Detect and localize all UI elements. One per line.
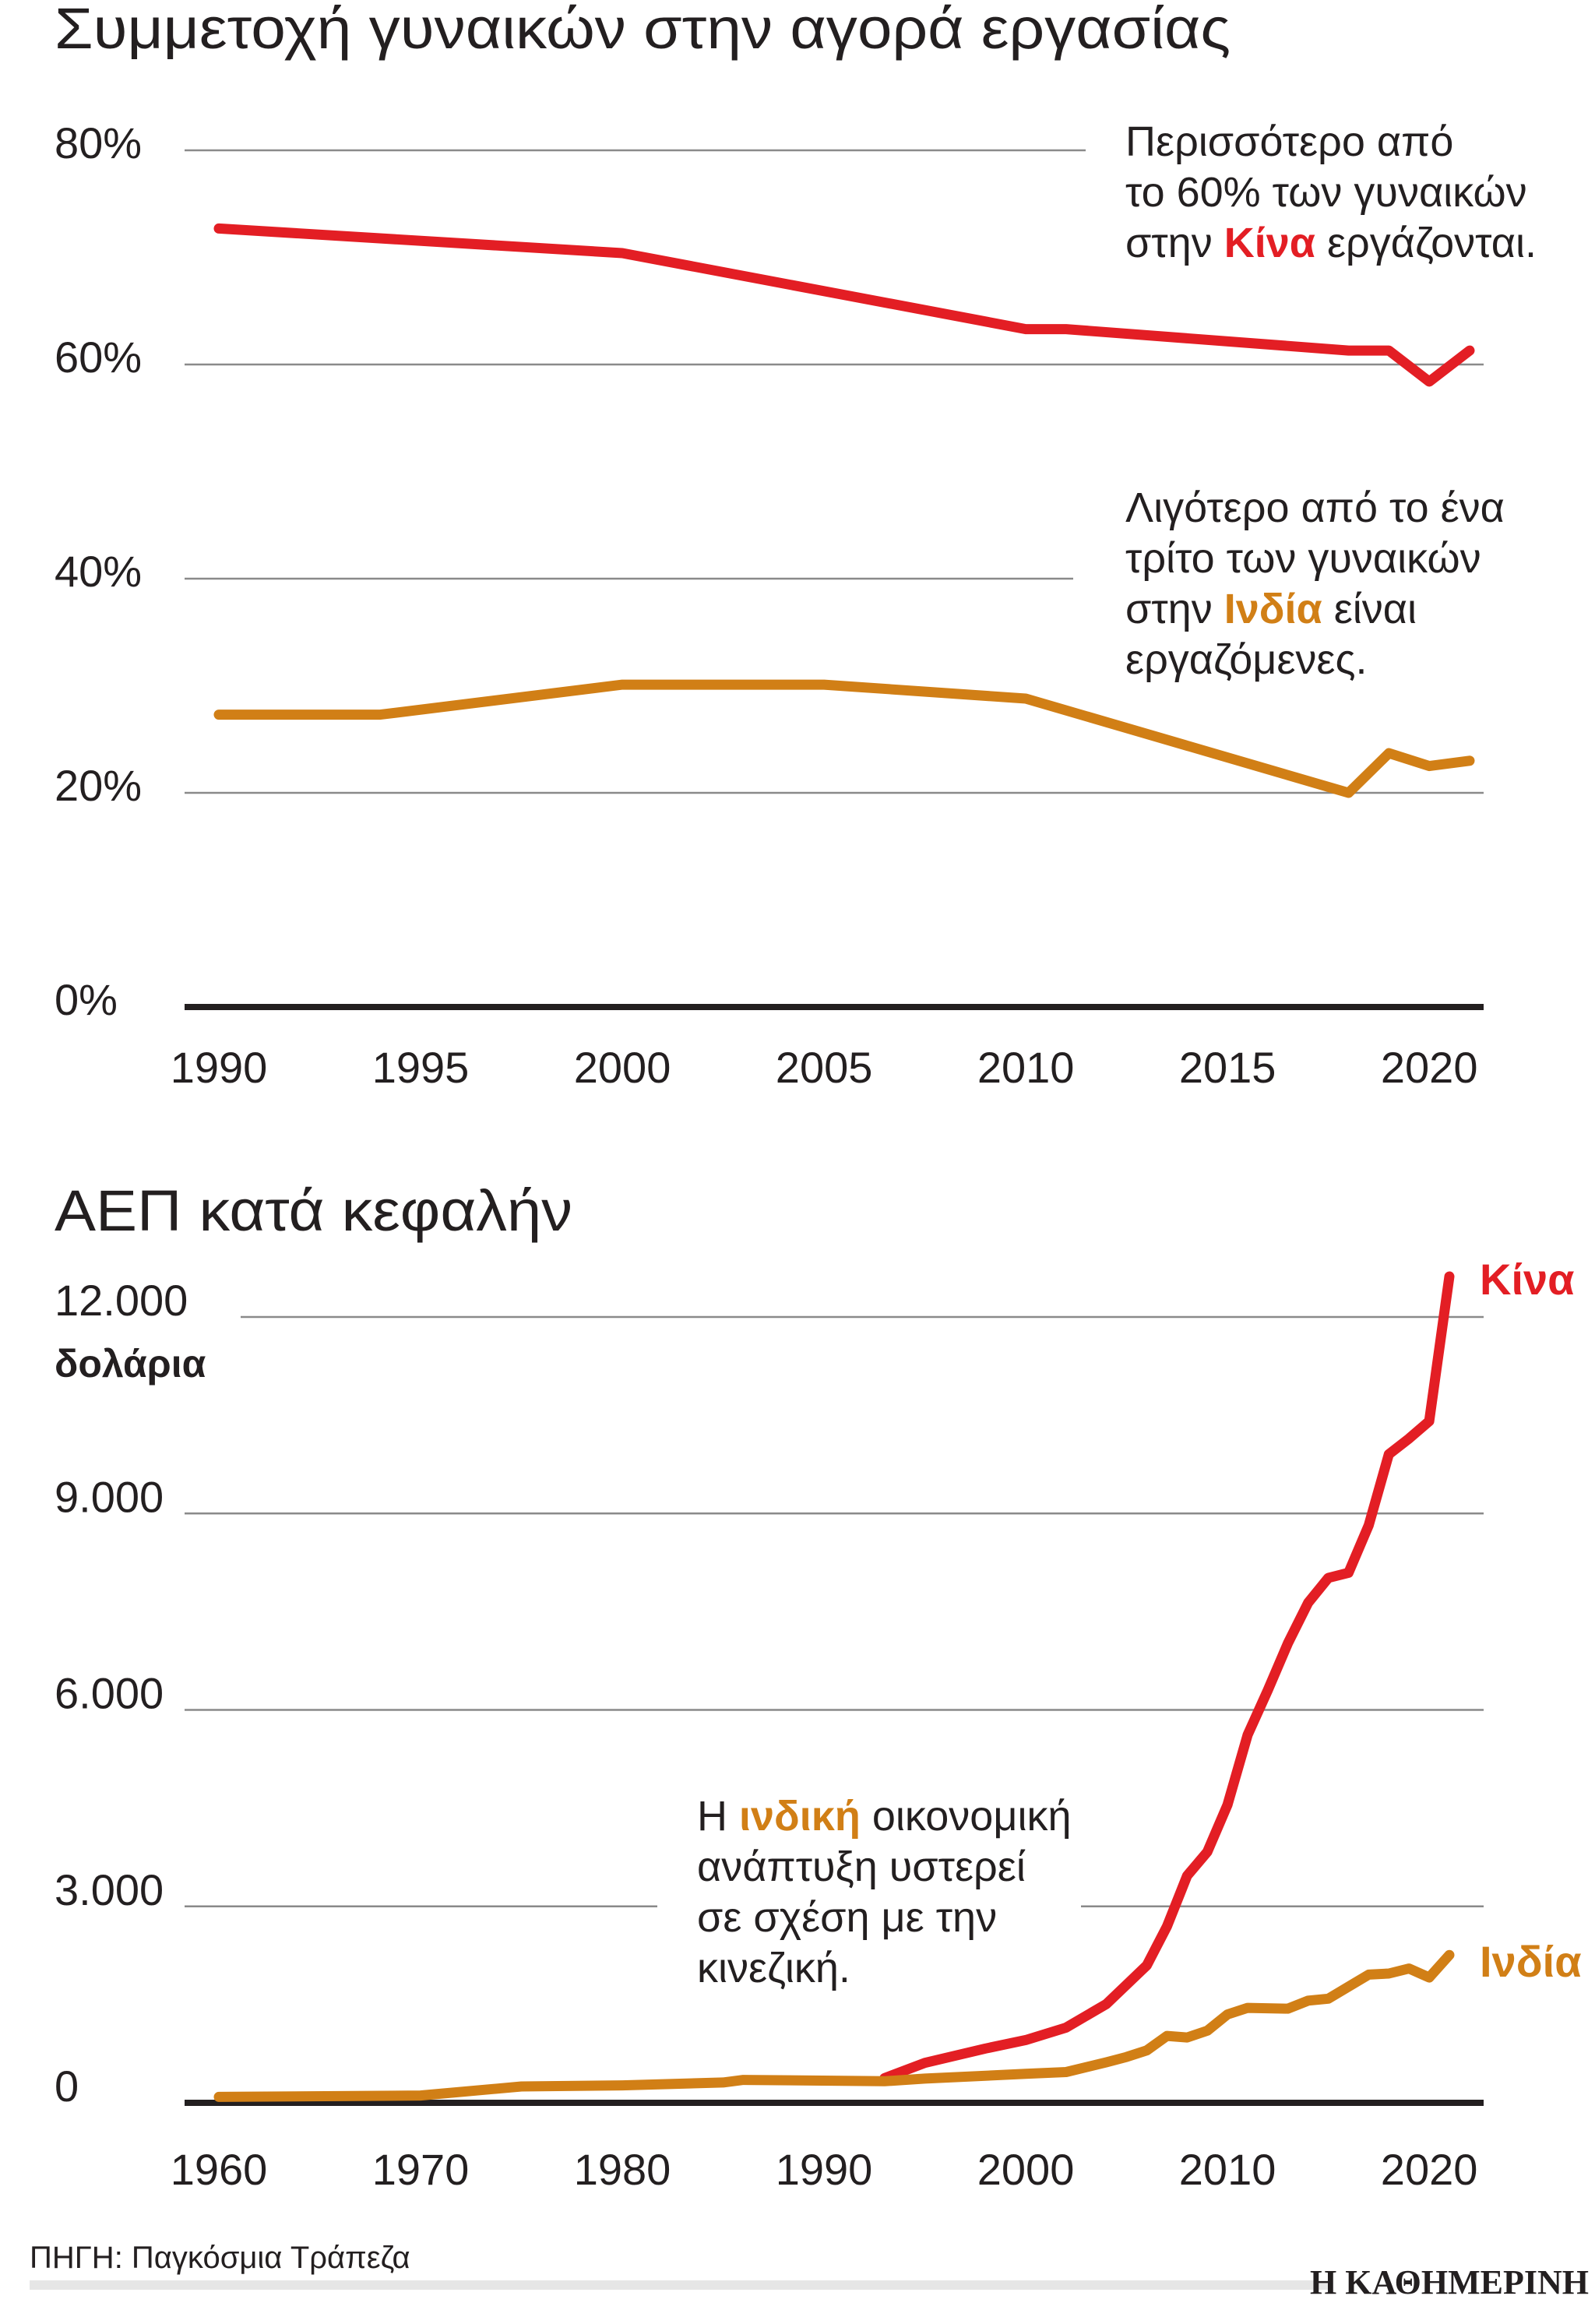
x-tick-label: 2010: [1179, 2145, 1276, 2194]
chart1-grid: [185, 149, 1484, 1010]
x-tick-label: 2010: [977, 1043, 1075, 1092]
x-tick-label: 2015: [1179, 1043, 1276, 1092]
chart1-x-ticks: 1990 1995 2000 2005 2010 2015 2020: [171, 1043, 1478, 1092]
legend-china: Κίνα: [1480, 1255, 1575, 1304]
x-tick-label: 2000: [977, 2145, 1075, 2194]
chart2-grid: [185, 1315, 1484, 2106]
india-highlight-2: ινδική: [739, 1793, 861, 1840]
x-tick-label: 1960: [171, 2145, 268, 2194]
y-tick-label: 40%: [55, 547, 142, 596]
y-tick-label: 0%: [55, 975, 118, 1024]
chart1-title: Συμμετοχή γυναικών στην αγορά εργασίας: [55, 0, 1231, 61]
x-tick-label: 2020: [1381, 1043, 1478, 1092]
chart1-annotation-china: Περισσότερο από το 60% των γυναικών στην…: [1125, 118, 1539, 266]
x-tick-label: 1970: [372, 2145, 470, 2194]
y-tick-label: 9.000: [55, 1472, 164, 1521]
china-highlight: Κίνα: [1224, 220, 1315, 266]
x-tick-label: 1990: [171, 1043, 268, 1092]
chart2-lines: [213, 1271, 1455, 2102]
x-tick-label: 1990: [776, 2145, 873, 2194]
china-series-line: [879, 1271, 1455, 2083]
chart2-y-ticks: 0 3.000 6.000 9.000 12.000: [55, 1276, 188, 2111]
y-tick-label: 3.000: [55, 1865, 164, 1914]
footer-bar: [30, 2280, 1329, 2290]
publisher-logo: Η ΚΑΘΗΜΕΡΙΝΗ: [1310, 2263, 1589, 2301]
x-tick-label: 2005: [776, 1043, 873, 1092]
x-tick-label: 1980: [574, 2145, 671, 2194]
x-tick-label: 2020: [1381, 2145, 1478, 2194]
chart1-annotation-india: Λιγότερο από το ένα τρίτο των γυναικών σ…: [1125, 484, 1516, 683]
y-tick-label: 0: [55, 2062, 79, 2111]
legend-india: Ινδία: [1480, 1937, 1582, 1986]
x-tick-label: 1995: [372, 1043, 470, 1092]
x-tick-label: 2000: [574, 1043, 671, 1092]
y-tick-label: 12.000: [55, 1276, 188, 1325]
chart2-unit-label: δολάρια: [55, 1342, 206, 1386]
chart1-y-ticks: 0% 20% 40% 60% 80%: [55, 118, 142, 1024]
source-note: ΠΗΓΗ: Παγκόσμια Τράπεζα: [30, 2241, 410, 2275]
y-tick-label: 6.000: [55, 1669, 164, 1718]
y-tick-label: 80%: [55, 118, 142, 167]
chart1-lines: [213, 223, 1475, 798]
china-series-line: [213, 223, 1475, 387]
y-tick-label: 20%: [55, 761, 142, 810]
india-series-line: [213, 1949, 1455, 2102]
chart2-x-ticks: 1960 1970 1980 1990 2000 2010 2020: [171, 2145, 1478, 2194]
india-highlight: Ινδία: [1224, 586, 1322, 632]
india-series-line: [213, 679, 1475, 798]
chart2-title: ΑΕΠ κατά κεφαλήν: [55, 1178, 572, 1243]
y-tick-label: 60%: [55, 333, 142, 382]
chart2-annotation: Η ινδική οικονομική ανάπτυξη υστερεί σε …: [697, 1793, 1083, 1991]
